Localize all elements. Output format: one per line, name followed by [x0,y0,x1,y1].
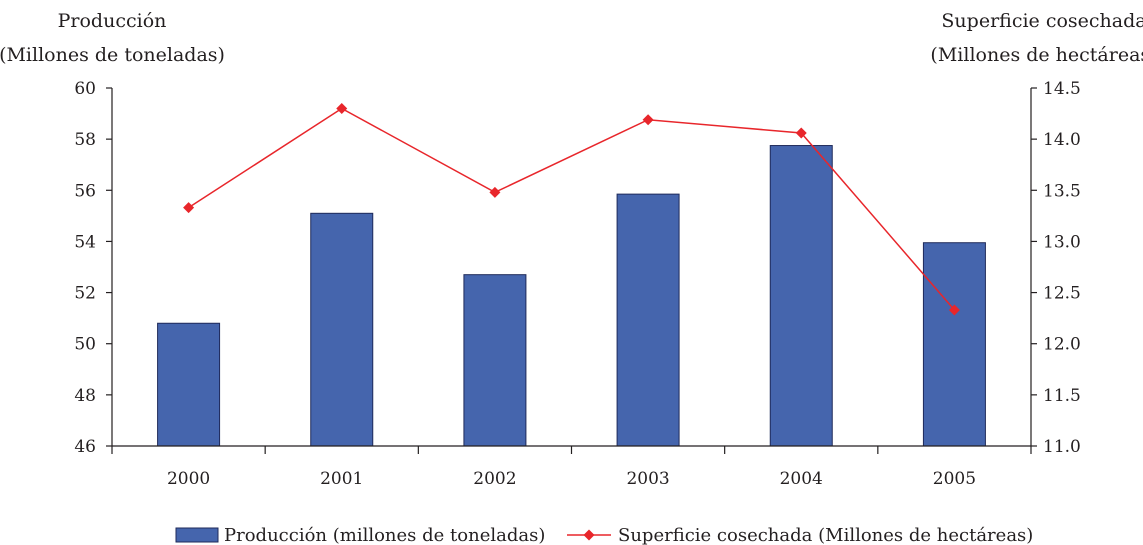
x-tick-label: 2002 [473,469,516,489]
left-tick-label: 50 [74,335,96,355]
axes: 46 48 50 52 54 56 58 60 11.0 11.5 12.0 12.5 13.0 13.5… [74,79,1081,489]
right-axis-title-line1: Superficie cosechada [941,10,1143,32]
legend-bar-label: Producción (millones de toneladas) [224,525,545,545]
left-axis-title-line1: Producción [58,10,167,32]
x-tick-label: 2005 [933,469,976,489]
diamond-marker-2003 [642,114,654,126]
legend-diamond-icon [583,529,595,541]
right-tick-label: 11.0 [1043,437,1081,457]
bar-2003 [616,193,680,447]
left-axis-title-line2: (Millones de toneladas) [0,44,225,66]
production-bars [157,145,986,447]
diamond-marker-2002 [489,186,501,198]
left-tick-label: 48 [74,386,96,406]
bar-2002 [463,274,527,447]
right-tick-label: 13.0 [1043,232,1081,252]
left-tick-label: 54 [74,232,96,252]
left-tick-label: 52 [74,284,96,304]
x-tick-label: 2000 [167,469,210,489]
x-tick-label: 2003 [626,469,669,489]
x-tick-label: 2004 [780,469,823,489]
legend: Producción (millones de toneladas) Superf… [175,525,1033,545]
right-tick-label: 12.5 [1043,284,1081,304]
diamond-marker-2005 [948,304,960,316]
left-tick-label: 46 [74,437,96,457]
legend-line-label: Superficie cosechada (Millones de hectár… [618,525,1033,545]
x-tick-label: 2001 [320,469,363,489]
right-tick-label: 11.5 [1043,386,1081,406]
legend-bar-swatch [175,527,219,543]
harvested-area-line [188,107,955,311]
bar-2001 [310,212,374,447]
right-tick-label: 14.5 [1043,79,1081,99]
right-tick-label: 13.5 [1043,181,1081,201]
diamond-marker-2001 [336,102,348,114]
left-tick-label: 56 [74,181,96,201]
diamond-marker-2000 [183,202,195,214]
bar-2000 [157,322,221,447]
bar-2004 [769,145,833,447]
right-tick-label: 12.0 [1043,335,1081,355]
left-tick-label: 58 [74,130,96,150]
left-tick-label: 60 [74,79,96,99]
bar-2005 [922,242,986,447]
harvested-area-series [183,102,960,316]
right-tick-label: 14.0 [1043,130,1081,150]
diamond-marker-2004 [795,127,807,139]
right-axis-title-line2: (Millones de hectáreas) [930,44,1143,66]
